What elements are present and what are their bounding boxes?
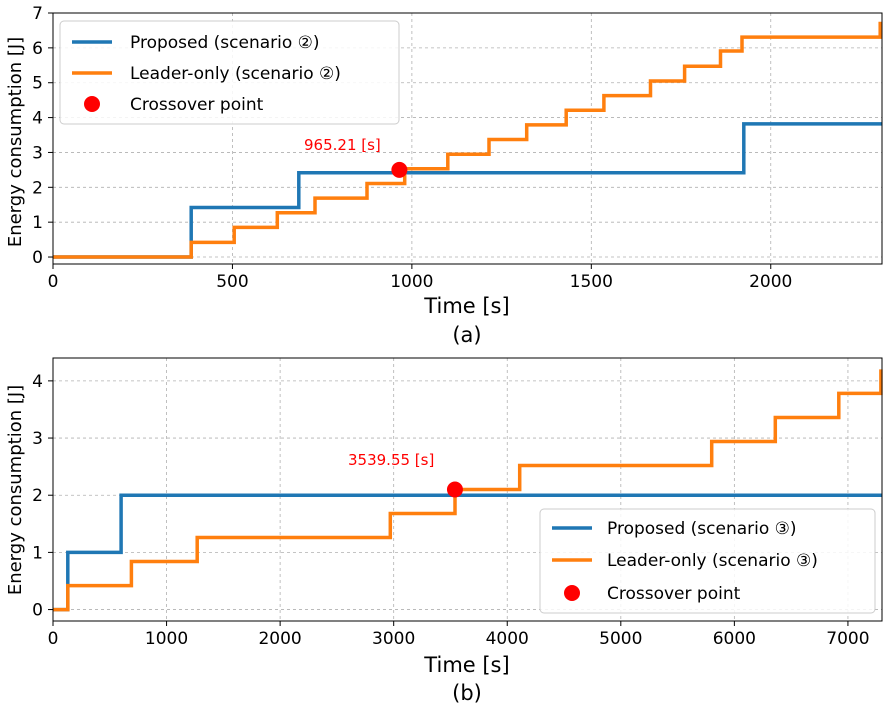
panel-b: 0 1000 2000 3000 4000 5000 6000 7000 0 1 2 3 4 Propo…: [5, 357, 883, 705]
caption-a: (a): [452, 323, 481, 347]
x-tick-label: 0: [48, 272, 59, 292]
y-tick-label: 0: [32, 248, 43, 268]
axes-frame-b: [52, 357, 883, 622]
panel-a: 0 500 1000 1500 2000 0 1 2 3 4 5 6 7 Proposed (scena…: [5, 4, 883, 347]
y-tick-label: 3: [32, 143, 43, 163]
caption-b: (b): [452, 681, 482, 705]
series-leader-only-line: [53, 21, 882, 259]
y-tick-label: 2: [32, 486, 43, 506]
y-tick-label: 1: [32, 543, 43, 563]
x-tick-label: 0: [48, 629, 59, 649]
x-tick-label: 500: [216, 272, 248, 292]
y-tick-label: 4: [32, 109, 43, 129]
y-tick-label: 4: [32, 372, 43, 392]
x-tick-label: 4000: [486, 629, 529, 649]
x-tick-label: 1500: [570, 272, 613, 292]
x-axis-label-a: Time [s]: [423, 294, 509, 318]
legend-label-proposed-b: Proposed (scenario ③): [607, 519, 797, 539]
x-tick-label: 6000: [713, 629, 756, 649]
legend-a: Proposed (scenario ②) Leader-only (scena…: [59, 20, 400, 125]
legend-label-crossover-b: Crossover point: [607, 584, 741, 604]
y-tick-label: 5: [32, 74, 43, 94]
y-axis-label-b: Energy consumption [J]: [5, 385, 26, 595]
x-tick-label: 2000: [749, 272, 792, 292]
x-tick-label: 5000: [599, 629, 642, 649]
ticks-a: 0 500 1000 1500 2000 0 1 2 3 4 5 6 7: [32, 4, 792, 292]
legend-box-a: [59, 20, 400, 125]
crossover-label-b: 3539.55 [s]: [348, 451, 434, 469]
y-tick-label: 7: [32, 4, 43, 24]
legend-label-leader-a: Leader-only (scenario ②): [130, 64, 341, 84]
y-tick-label: 2: [32, 178, 43, 198]
y-tick-label: 1: [32, 213, 43, 233]
legend-label-crossover-a: Crossover point: [130, 95, 264, 115]
axes-frame-a: [52, 12, 883, 265]
y-tick-label: 0: [32, 601, 43, 621]
legend-label-leader-b: Leader-only (scenario ③): [607, 551, 818, 571]
y-axis-label-a: Energy consumption [J]: [5, 37, 26, 247]
series-a: [53, 21, 882, 259]
legend-b: Proposed (scenario ③) Leader-only (scena…: [539, 508, 876, 614]
crossover-label-a: 965.21 [s]: [304, 136, 381, 154]
series-proposed-line: [53, 122, 882, 259]
x-tick-label: 2000: [258, 629, 301, 649]
crossover-point-a: [391, 161, 408, 178]
x-tick-label: 1000: [145, 629, 188, 649]
crossover-point-b: [446, 481, 463, 498]
x-tick-label: 3000: [372, 629, 415, 649]
x-tick-label: 7000: [826, 629, 869, 649]
ticks-b: 0 1000 2000 3000 4000 5000 6000 7000 0 1 2 3 4: [32, 372, 869, 649]
legend-label-proposed-a: Proposed (scenario ②): [130, 33, 320, 53]
y-tick-label: 3: [32, 429, 43, 449]
y-tick-label: 6: [32, 39, 43, 59]
legend-marker-crossover-a: [84, 96, 100, 112]
legend-marker-crossover-b: [564, 585, 580, 601]
x-axis-label-b: Time [s]: [423, 653, 509, 677]
legend-box-b: [539, 508, 876, 614]
x-tick-label: 1000: [390, 272, 433, 292]
